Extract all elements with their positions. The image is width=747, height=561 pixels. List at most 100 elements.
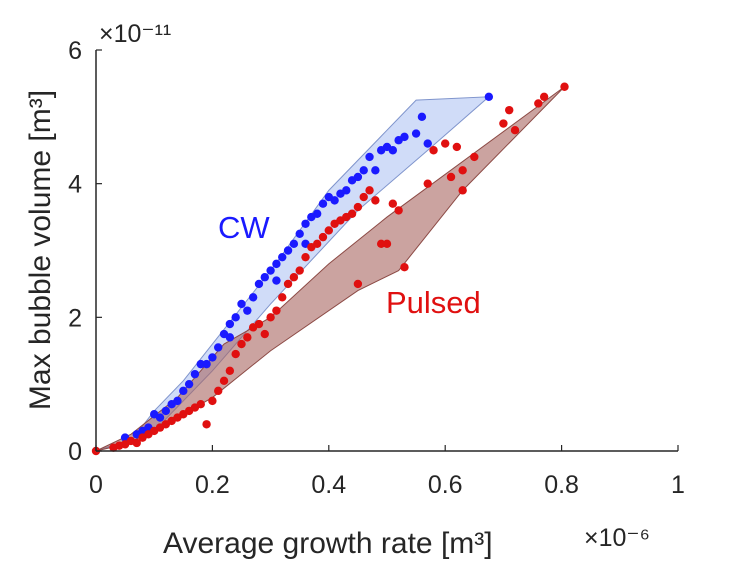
pulsed-point [365,186,374,195]
pulsed-point [231,349,240,359]
pulsed-point [283,279,293,289]
cw-point [365,152,374,162]
cw-point [283,246,293,255]
y-tick-label: 6 [68,37,82,65]
x-tick-label: 0 [89,471,103,499]
pulsed-point [510,126,520,135]
cw-point [179,386,188,396]
cw-point [272,276,281,285]
pulsed-point [214,386,223,396]
hull-layer [95,86,565,452]
cw-point [225,319,235,329]
cw-point [237,299,246,309]
cw-point [214,343,223,352]
cw-point [272,259,281,269]
cw-point [190,369,200,379]
cw-point [353,172,363,182]
pulsed-point [470,152,479,162]
pulsed-point [458,166,467,175]
pulsed-point [237,339,246,349]
pulsed-region [95,86,565,452]
pulsed-point [243,333,252,342]
pulsed-point [295,266,304,275]
cw-point [312,209,322,218]
cw-point [184,379,194,389]
cw-point [260,273,269,282]
point-layer [91,82,569,456]
cw-point [371,166,380,175]
cw-point [400,132,409,142]
pulsed-point [278,293,287,302]
x-multiplier-label: ×10⁻⁶ [584,524,650,552]
pulsed-annotation: Pulsed [386,285,481,320]
cw-point [318,199,328,208]
y-tick-label: 4 [68,171,82,199]
y-axis-label: Max bubble volume [m³] [24,90,57,410]
cw-point [295,229,304,238]
cw-point [388,146,398,155]
pulsed-point [359,192,368,202]
pulsed-point [347,209,357,218]
pulsed-point [446,172,456,182]
cw-point [423,139,432,148]
cw-annotation: CW [218,210,270,245]
pulsed-point [301,252,310,262]
cw-point [196,359,205,369]
tick-layer: 0 0.2 0.4 0.6 0.8 1 0 2 4 6 [68,37,685,499]
cw-point [243,306,252,315]
pulsed-point [260,329,269,339]
pulsed-point [289,273,299,282]
pulsed-point [441,139,450,148]
pulsed-point [318,232,328,242]
x-tick-label: 1 [671,471,685,499]
x-tick-label: 0.2 [195,471,230,499]
pulsed-point [312,239,322,249]
cw-point [161,406,171,416]
cw-point [411,129,421,138]
cw-point [254,279,264,289]
pulsed-point [196,400,205,409]
pulsed-point [208,396,217,406]
pulsed-point [394,206,403,215]
cw-point [359,166,368,175]
pulsed-point [371,196,380,205]
cw-point [342,186,351,195]
pulsed-point [353,279,363,289]
cw-point [231,313,240,322]
cw-point [417,112,427,122]
cw-point [266,266,275,275]
pulsed-point [266,313,275,322]
y-tick-label: 0 [68,438,82,466]
pulsed-point [400,263,409,272]
cw-point [225,333,235,342]
pulsed-point [505,105,514,115]
pulsed-point [388,199,398,208]
pulsed-point [452,142,462,152]
pulsed-point [376,239,386,249]
pulsed-point [219,376,229,386]
pulsed-point [272,306,281,315]
pulsed-point [499,119,508,128]
pulsed-point [382,239,392,249]
pulsed-point [353,202,363,212]
cw-point [278,252,287,262]
x-tick-label: 0.6 [428,471,463,499]
pulsed-point [254,319,264,329]
x-axis-label: Average growth rate [m³] [163,527,493,560]
pulsed-point [423,179,432,188]
pulsed-point [429,146,438,155]
pulsed-point [458,186,467,195]
pulsed-point [225,366,235,375]
pulsed-point [560,82,569,91]
x-tick-label: 0.4 [311,471,346,499]
pulsed-point [539,92,549,101]
axes [95,50,678,452]
pulsed-point [324,226,333,235]
cw-point [484,92,494,101]
pulsed-point [202,420,211,429]
pulsed-point [132,438,141,448]
cw-point [289,239,299,249]
cw-point [248,293,258,302]
cw-point [330,196,339,205]
